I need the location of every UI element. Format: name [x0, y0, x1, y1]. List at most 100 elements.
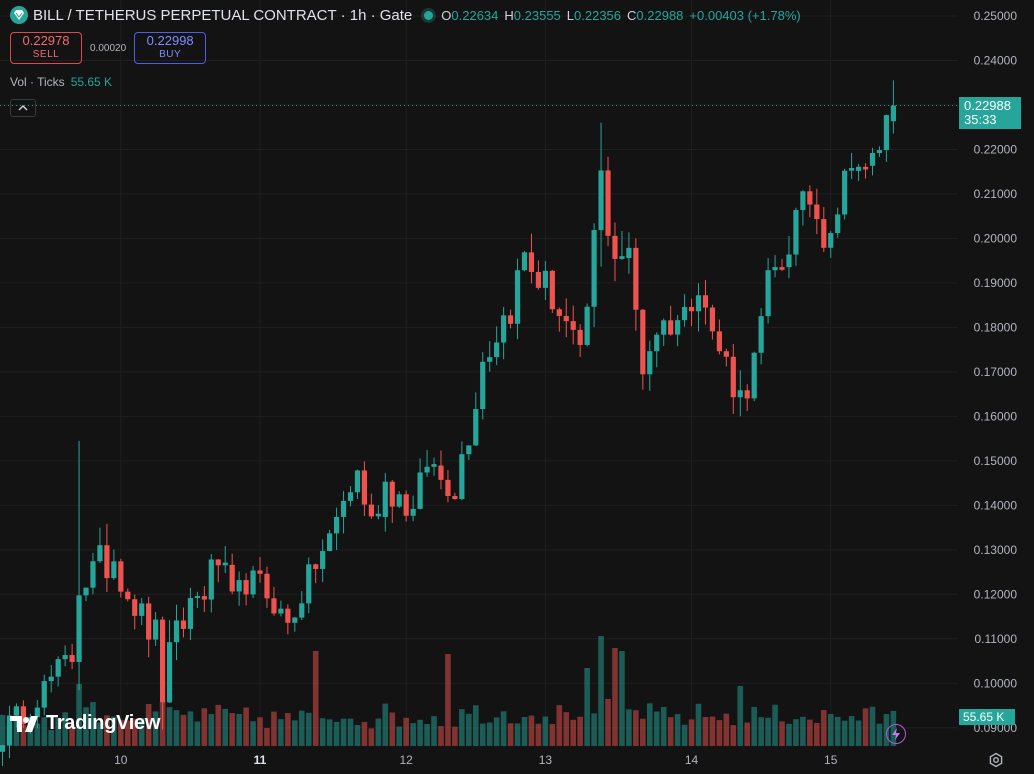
sell-button[interactable]: 0.22978 SELL: [10, 32, 82, 64]
volume-bar: [730, 725, 737, 746]
candle-body: [709, 307, 716, 332]
volume-bar: [340, 718, 347, 746]
time-axis-label: 13: [539, 753, 553, 767]
live-dot-icon: [424, 10, 434, 20]
candle-body: [452, 496, 458, 500]
volume-bar: [285, 713, 291, 746]
volume-bar: [702, 716, 709, 746]
bar-countdown: 35:33: [964, 111, 997, 127]
symbol-title[interactable]: BILL / TETHERUS PERPETUAL CONTRACT · 1h …: [33, 6, 413, 24]
volume-bar: [187, 711, 194, 746]
tradingview-wordmark: TradingView: [46, 712, 161, 734]
candle-body: [340, 500, 347, 517]
volume-bar: [640, 718, 646, 746]
candle-body: [501, 315, 507, 343]
candle-body: [842, 170, 848, 215]
candle-body: [786, 254, 792, 268]
volume-bar: [758, 717, 764, 746]
volume-bar: [243, 707, 249, 746]
volume-bar: [124, 720, 131, 746]
candle-body: [535, 271, 542, 288]
volume-bar: [751, 706, 757, 746]
candle-body: [765, 270, 771, 317]
volume-bar: [660, 706, 667, 746]
volume-bar: [69, 724, 75, 746]
candle-body: [76, 595, 82, 662]
volume-bar: [138, 718, 145, 746]
volume-bar: [605, 698, 611, 746]
chevron-up-icon: [18, 105, 28, 111]
volume-bar: [180, 714, 187, 746]
candle-body: [327, 533, 333, 552]
buy-button[interactable]: 0.22998 BUY: [134, 32, 207, 64]
candle-body: [668, 320, 674, 335]
bolt-icon[interactable]: [886, 724, 906, 744]
high-value: 0.23555: [513, 7, 561, 23]
candle-body: [354, 470, 361, 493]
volume-bar: [83, 707, 89, 746]
volume-bar: [145, 703, 152, 746]
candle-body: [132, 599, 138, 616]
volume-bar: [619, 651, 625, 746]
candle-body: [480, 361, 486, 410]
candle-body: [473, 409, 479, 446]
volume-bar: [584, 668, 590, 746]
volume-bar: [807, 719, 813, 746]
candle-body: [41, 681, 47, 708]
candle-body: [146, 603, 152, 640]
volume-bar: [716, 720, 723, 746]
volume-bar: [556, 705, 563, 746]
candle-body: [619, 256, 625, 259]
candle-body: [271, 598, 277, 614]
candle-body: [702, 295, 709, 308]
volume-bar: [305, 712, 312, 746]
candle-body: [153, 619, 159, 640]
volume-bar: [800, 716, 806, 746]
candle-body: [758, 316, 764, 353]
candle-body: [250, 570, 256, 595]
gate-logo-icon: [10, 6, 28, 24]
buy-label: BUY: [159, 49, 182, 60]
volume-bar: [681, 724, 688, 746]
volume-bar: [229, 713, 235, 746]
volume-bar: [479, 723, 486, 746]
volume-bar: [542, 716, 549, 746]
candle-body: [0, 745, 6, 752]
candle-body: [97, 545, 103, 562]
candle-body: [438, 465, 444, 480]
volume-bar: [814, 722, 820, 746]
volume-bar: [118, 719, 124, 746]
candle-body: [111, 561, 117, 579]
candle-body: [139, 603, 145, 616]
tradingview-brand[interactable]: TradingView: [10, 712, 160, 735]
candle-body: [118, 561, 124, 592]
volume-bar: [723, 713, 730, 746]
volume-bar: [292, 720, 298, 746]
settings-icon[interactable]: [988, 752, 1004, 768]
volume-bar: [382, 703, 389, 746]
volume-legend[interactable]: Vol · Ticks 55.65 K: [10, 75, 112, 89]
time-axis-label: 12: [400, 753, 414, 767]
candle-body: [772, 267, 778, 271]
price-axis-label: 0.16000: [974, 409, 1018, 423]
candle-body: [723, 351, 729, 357]
candle-body: [883, 115, 890, 151]
collapse-legend-button[interactable]: [10, 99, 36, 117]
candle-body: [688, 306, 695, 312]
candle-body: [507, 315, 514, 324]
volume-bar: [841, 720, 848, 746]
volume-bar: [472, 705, 479, 746]
candle-body: [292, 617, 298, 623]
volume-bar: [250, 721, 256, 746]
buy-price: 0.22998: [146, 33, 194, 48]
candle-body: [814, 204, 820, 220]
candle-body: [890, 105, 896, 122]
volume-bar: [653, 711, 660, 746]
price-axis-label: 0.25000: [974, 9, 1018, 23]
volume-bar: [215, 704, 222, 746]
volume-bar: [709, 716, 716, 746]
price-axis-label: 0.21000: [974, 187, 1018, 201]
candle-body: [681, 306, 688, 321]
